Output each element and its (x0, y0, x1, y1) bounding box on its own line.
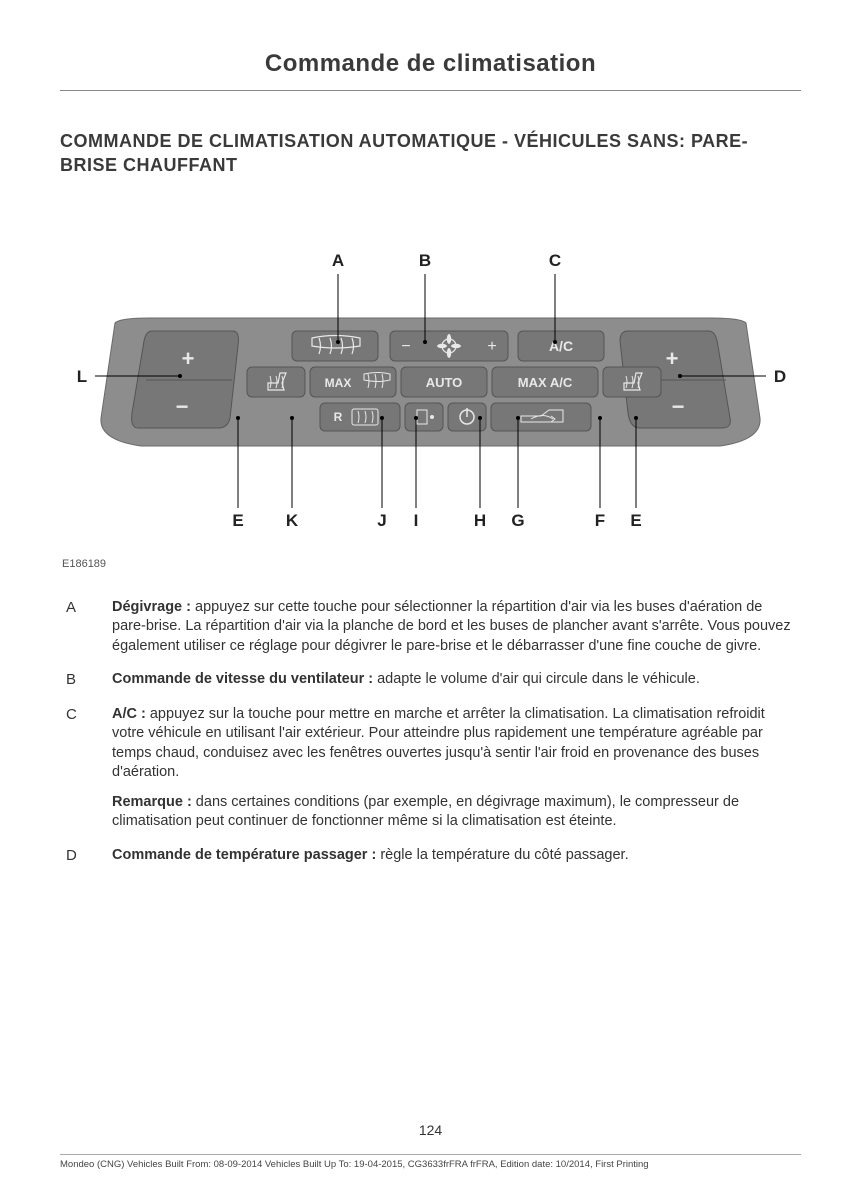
svg-text:F: F (595, 511, 605, 530)
definition-letter: B (66, 670, 86, 690)
svg-text:H: H (474, 511, 486, 530)
section-heading: COMMANDE DE CLIMATISATION AUTOMATIQUE - … (60, 129, 801, 178)
svg-text:A/C: A/C (549, 338, 573, 354)
diagram-reference: E186189 (62, 558, 801, 570)
definition-body: Commande de vitesse du ventilateur : ada… (112, 670, 795, 690)
svg-text:−: − (672, 394, 685, 419)
definition-row: D Commande de température passager : règl… (66, 846, 795, 866)
svg-text:G: G (511, 511, 524, 530)
control-panel-diagram: + − + − − + A/C MAX AUTO MAX A/C R A B C E K J I H G F E L D (60, 218, 801, 538)
svg-text:AUTO: AUTO (426, 375, 463, 390)
definition-letter: A (66, 598, 86, 657)
svg-text:I: I (414, 511, 419, 530)
svg-text:K: K (286, 511, 299, 530)
svg-text:J: J (377, 511, 386, 530)
svg-text:R: R (334, 410, 343, 424)
definition-row: B Commande de vitesse du ventilateur : ad… (66, 670, 795, 690)
page-number: 124 (0, 1122, 861, 1138)
page-title: Commande de climatisation (60, 50, 801, 91)
svg-text:MAX A/C: MAX A/C (518, 375, 573, 390)
svg-text:−: − (401, 338, 410, 355)
definition-row: A Dégivrage : appuyez sur cette touche po… (66, 598, 795, 657)
definition-letter: D (66, 846, 86, 866)
svg-text:L: L (77, 367, 87, 386)
definition-body: A/C : appuyez sur la touche pour mettre … (112, 705, 795, 832)
svg-text:E: E (630, 511, 641, 530)
svg-text:MAX: MAX (325, 376, 352, 390)
svg-text:D: D (774, 367, 786, 386)
definition-body: Commande de température passager : règle… (112, 846, 795, 866)
svg-text:−: − (176, 394, 189, 419)
svg-text:+: + (182, 346, 195, 371)
svg-text:+: + (487, 338, 496, 355)
definition-body: Dégivrage : appuyez sur cette touche pou… (112, 598, 795, 657)
footer-text: Mondeo (CNG) Vehicles Built From: 08-09-… (60, 1154, 801, 1170)
definition-letter: C (66, 705, 86, 832)
svg-text:A: A (332, 251, 344, 270)
svg-text:B: B (419, 251, 431, 270)
svg-text:E: E (232, 511, 243, 530)
definitions-list: A Dégivrage : appuyez sur cette touche po… (60, 598, 801, 867)
definition-row: CA/C : appuyez sur la touche pour mettre… (66, 705, 795, 832)
svg-text:C: C (549, 251, 561, 270)
svg-text:+: + (666, 346, 679, 371)
